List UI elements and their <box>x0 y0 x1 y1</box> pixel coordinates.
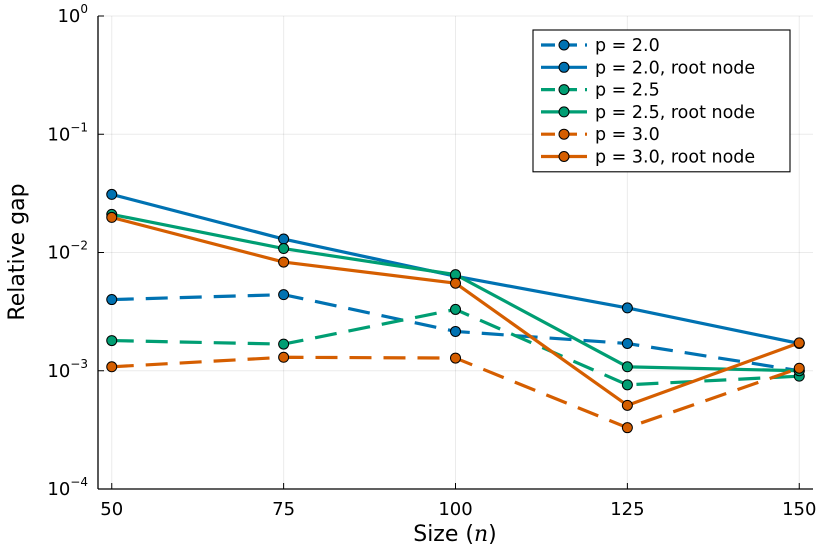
legend-marker <box>558 84 570 96</box>
data-point <box>106 211 118 223</box>
data-point <box>450 277 461 289</box>
legend-label: p = 2.5 <box>595 81 660 101</box>
legend-label: p = 2.0, root node <box>595 58 755 78</box>
x-tick-label: 100 <box>438 499 472 520</box>
y-tick-label: 10−2 <box>47 239 88 264</box>
legend-box <box>532 29 791 173</box>
x-tick-label: 125 <box>610 499 644 520</box>
data-point <box>621 337 633 349</box>
data-point <box>621 399 633 411</box>
data-point <box>450 352 461 364</box>
data-point <box>106 188 118 200</box>
legend: p = 2.0p = 2.0, root node p = 2.5p = 2.5,… <box>532 29 791 173</box>
data-point <box>106 294 118 306</box>
data-point <box>278 289 290 301</box>
data-point <box>621 422 633 434</box>
data-point <box>278 351 290 363</box>
data-point <box>450 325 461 337</box>
data-point <box>793 337 805 349</box>
x-tick-label: 50 <box>100 499 123 520</box>
x-tick-label: 150 <box>782 499 816 520</box>
data-point <box>621 361 633 373</box>
legend-marker <box>558 61 570 73</box>
data-point <box>621 302 633 314</box>
y-tick-label: 10−3 <box>47 357 88 382</box>
data-point <box>278 233 290 245</box>
axes <box>97 15 813 490</box>
x-tick-label: 75 <box>272 499 295 520</box>
data-point <box>278 243 290 255</box>
data-point <box>621 379 633 391</box>
tick-labels: 50 75 100 125 150 100 10−1 10−2 10−3 10−4 <box>47 2 816 520</box>
y-axis-title: Relative gap <box>5 183 30 320</box>
legend-label: p = 3.0 <box>595 125 660 145</box>
legend-marker <box>558 39 570 51</box>
data-point <box>278 338 290 350</box>
legend-label: p = 2.5, root node <box>595 103 755 123</box>
legend-label: p = 2.0 <box>595 36 660 56</box>
series-layer <box>106 188 805 434</box>
legend-marker <box>558 128 570 140</box>
legend-marker <box>558 106 570 118</box>
data-point <box>793 362 805 374</box>
data-point <box>450 303 461 315</box>
y-tick-label: 100 <box>57 2 88 27</box>
legend-label: p = 3.0, root node <box>595 148 755 168</box>
data-point <box>106 361 118 373</box>
legend-marker <box>558 151 570 162</box>
data-point <box>106 335 118 347</box>
data-point <box>278 256 290 268</box>
y-tick-label: 10−4 <box>47 475 88 500</box>
y-tick-label: 10−1 <box>47 120 88 145</box>
x-axis-title: Size (n) <box>413 522 497 547</box>
